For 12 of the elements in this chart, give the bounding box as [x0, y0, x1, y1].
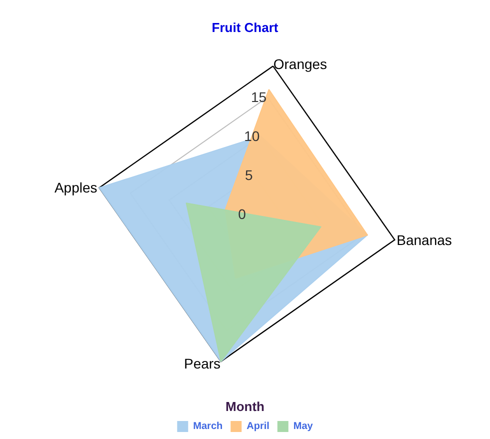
chart-title: Fruit Chart — [212, 20, 279, 35]
spoke-label: Apples — [54, 179, 98, 196]
spoke-label: Pears — [184, 355, 221, 372]
spoke-label: Oranges — [273, 56, 328, 72]
legend-label: March — [193, 421, 223, 432]
y-tick-label: 0 — [238, 206, 246, 222]
y-tick-label: 15 — [250, 89, 267, 106]
legend-label: April — [246, 421, 270, 432]
spoke-label: Bananas — [396, 232, 452, 248]
legend-label: May — [293, 421, 314, 432]
legend-title: Month — [226, 399, 265, 414]
y-tick-label: 5 — [245, 166, 254, 183]
